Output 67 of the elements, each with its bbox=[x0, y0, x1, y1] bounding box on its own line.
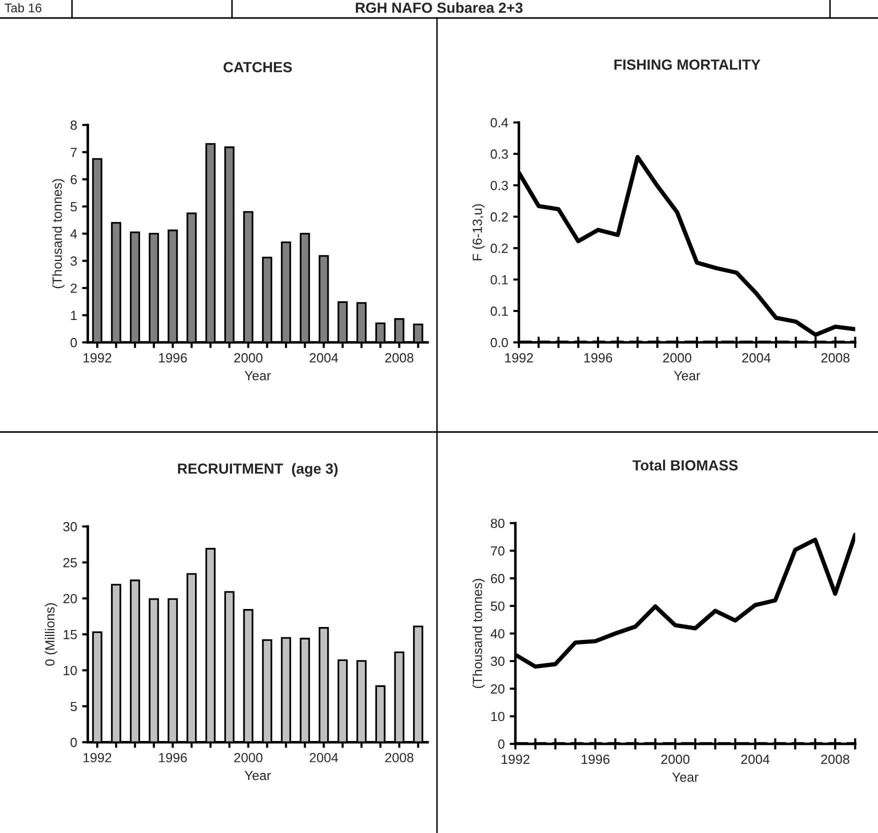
y-tick-label: 1 bbox=[71, 310, 77, 320]
x-tick-label: 2004 bbox=[310, 752, 338, 762]
x-tick-label: 2000 bbox=[661, 754, 690, 764]
x-tick-label: 2004 bbox=[742, 353, 771, 362]
x-tick-label: 1992 bbox=[502, 754, 530, 764]
x-tick-label: 1992 bbox=[84, 752, 112, 762]
y-tick-label: 4 bbox=[70, 229, 77, 238]
y-tick-label: 80 bbox=[490, 518, 504, 528]
y-tick-label: 0.1 bbox=[490, 306, 508, 316]
x-axis-title: Year bbox=[672, 772, 698, 782]
y-tick-label: 0.0 bbox=[490, 338, 508, 348]
x-tick-label: 2000 bbox=[663, 353, 692, 362]
x-tick-label: 2000 bbox=[234, 752, 262, 762]
y-tick-label: 30 bbox=[490, 656, 504, 666]
y-tick-label: 0.3 bbox=[490, 180, 508, 190]
y-tick-label: 6 bbox=[70, 174, 77, 184]
text: Tab 16 bbox=[4, 3, 42, 12]
x-tick-label: 2008 bbox=[821, 353, 850, 362]
y-tick-label: 15 bbox=[64, 630, 77, 640]
text: RGH NAFO Subarea 2+3 bbox=[356, 2, 523, 13]
x-axis-title: Year bbox=[244, 770, 271, 780]
chart-title: CATCHES bbox=[224, 62, 292, 72]
y-tick-label: 70 bbox=[490, 546, 504, 556]
x-axis-title: Year bbox=[244, 371, 271, 380]
chart-title: Total BIOMASS bbox=[632, 460, 738, 470]
chart-title: FISHING MORTALITY bbox=[614, 59, 760, 70]
x-tick-label: 1996 bbox=[159, 353, 187, 362]
x-tick-label: 1992 bbox=[84, 353, 112, 362]
y-tick-label: 0 bbox=[498, 739, 504, 749]
y-tick-label: 10 bbox=[64, 666, 77, 676]
y-tick-label: 7 bbox=[70, 148, 77, 157]
y-tick-label: 50 bbox=[490, 601, 504, 611]
y-tick-label: 0.1 bbox=[490, 275, 508, 284]
y-tick-label: 0 bbox=[70, 738, 77, 748]
x-tick-label: 1996 bbox=[159, 752, 187, 762]
x-axis-title: Year bbox=[674, 371, 700, 380]
x-tick-label: 1992 bbox=[505, 353, 533, 362]
y-tick-label: 0.3 bbox=[490, 149, 508, 159]
y-tick-label: 20 bbox=[490, 684, 504, 694]
chart-title: RECRUITMENT (age 3) bbox=[178, 463, 338, 477]
y-tick-label: 30 bbox=[63, 522, 77, 532]
x-tick-label: 2004 bbox=[741, 754, 770, 764]
y-axis-title: F (6-13,u) bbox=[472, 204, 485, 260]
x-tick-label: 2000 bbox=[234, 353, 262, 362]
y-axis-title: (Thousand tonnes) bbox=[472, 578, 485, 688]
y-tick-label: 10 bbox=[491, 712, 504, 722]
y-tick-label: 5 bbox=[70, 202, 77, 212]
y-tick-label: 3 bbox=[70, 256, 77, 266]
y-tick-label: 0.2 bbox=[490, 244, 508, 254]
y-tick-label: 0 bbox=[70, 338, 77, 348]
y-tick-label: 20 bbox=[63, 594, 77, 604]
y-tick-label: 8 bbox=[70, 120, 77, 130]
x-tick-label: 2008 bbox=[821, 754, 850, 764]
x-tick-label: 2008 bbox=[385, 752, 414, 762]
y-axis-title: (Thousand tonnes) bbox=[52, 179, 64, 288]
y-tick-label: 60 bbox=[490, 574, 504, 584]
y-tick-label: 2 bbox=[70, 284, 77, 293]
y-tick-label: 0.2 bbox=[490, 212, 508, 222]
y-tick-label: 40 bbox=[490, 629, 504, 638]
x-tick-label: 2008 bbox=[385, 353, 414, 362]
y-tick-label: 5 bbox=[70, 702, 77, 712]
x-tick-label: 1996 bbox=[582, 754, 610, 764]
x-tick-label: 1996 bbox=[584, 353, 612, 362]
y-tick-label: 25 bbox=[63, 558, 77, 568]
x-tick-label: 2004 bbox=[310, 353, 338, 362]
y-axis-title: 0 (Millions) bbox=[44, 603, 58, 666]
y-tick-label: 0.4 bbox=[490, 118, 508, 128]
